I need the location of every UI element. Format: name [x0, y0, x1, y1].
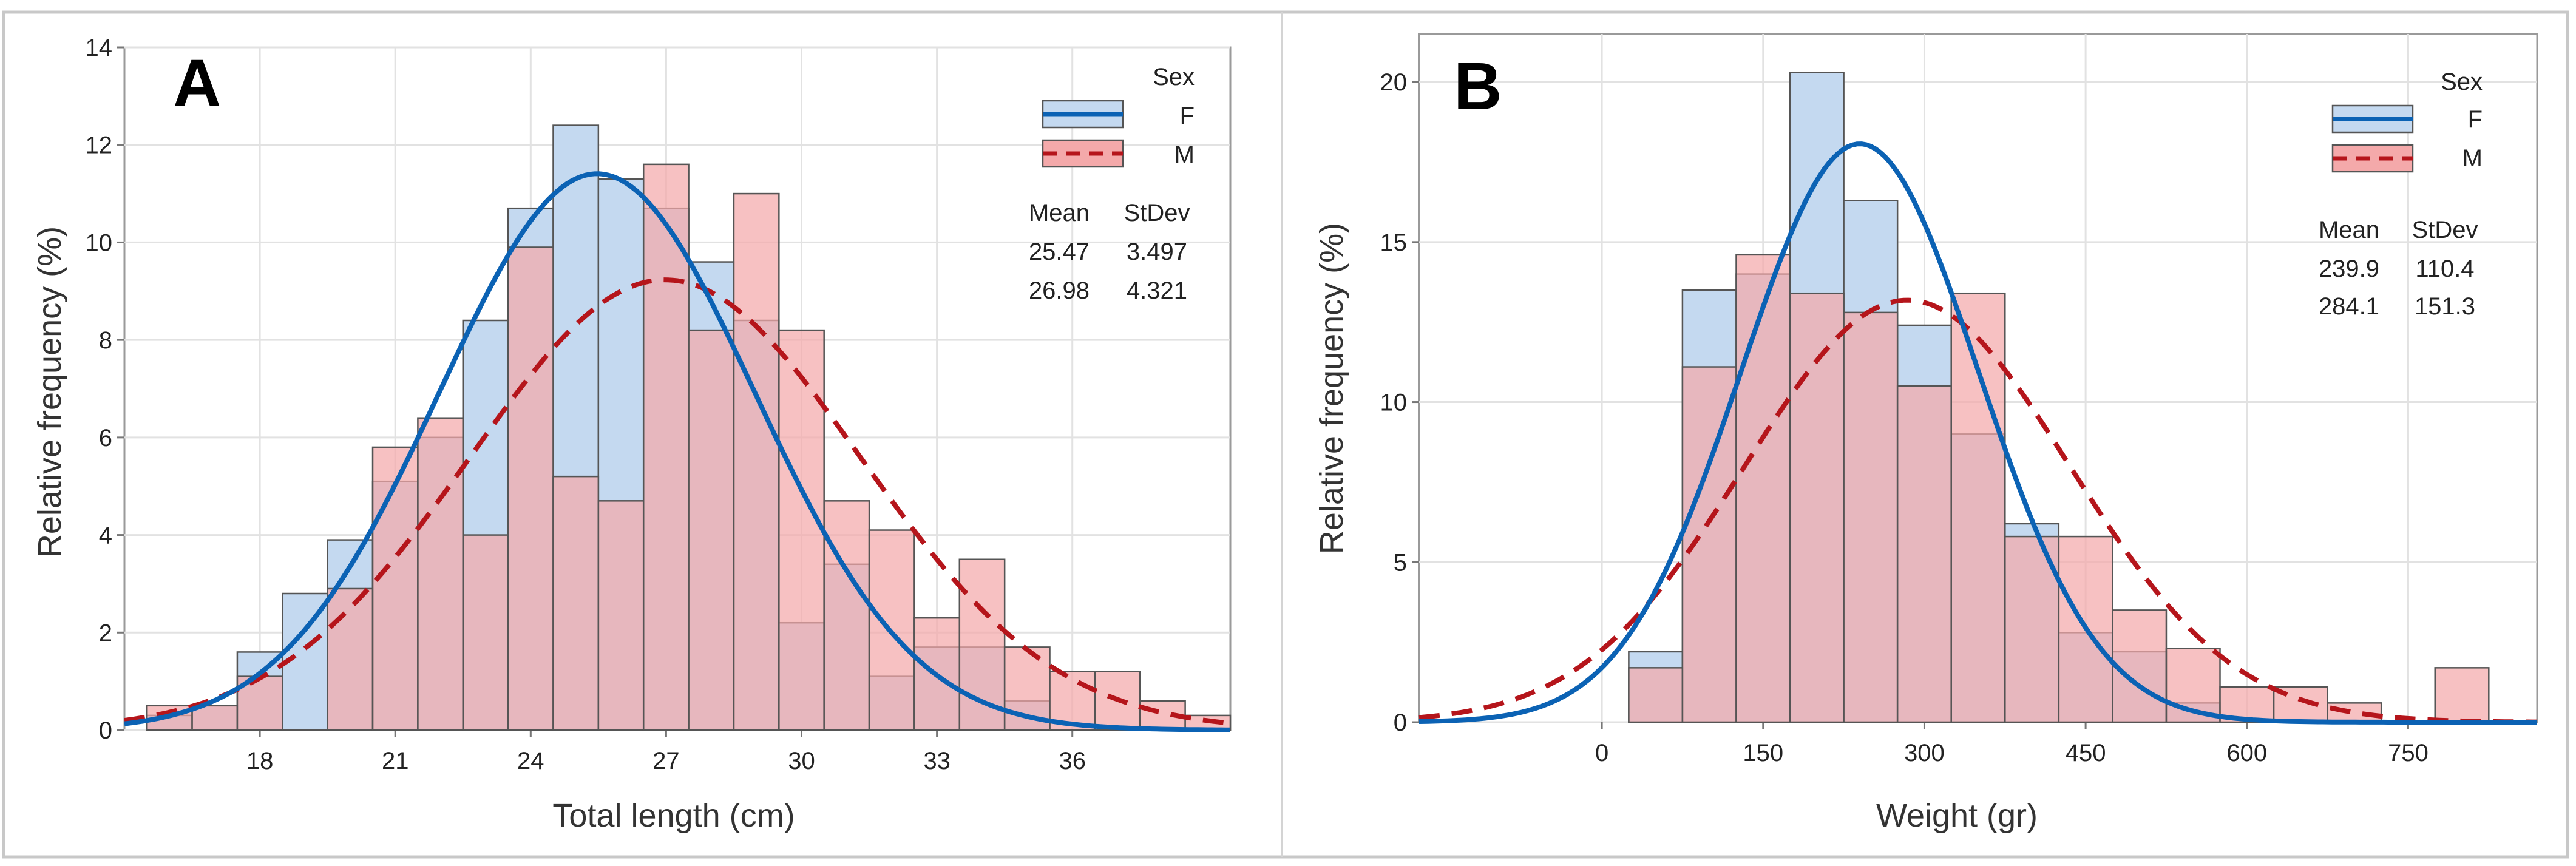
panel-b-bar-m	[2004, 535, 2060, 723]
figure-border	[2, 10, 2569, 859]
panel-a-legend-title: Sex	[1153, 64, 1195, 90]
panel-a-legend-label-m: M	[1174, 141, 1195, 168]
panel-a-curve-f	[124, 171, 1230, 732]
panel-a-bar-m	[327, 587, 374, 731]
panel-a-x-tick-label: 27	[652, 748, 680, 774]
panel-a-stat-stdev-f: 3.497	[1127, 238, 1187, 265]
panel-b-legend-label-f: F	[2468, 106, 2483, 133]
panel-b-x-tick-label: 750	[2388, 740, 2429, 766]
panel-a-x-tick-label: 24	[517, 748, 544, 774]
panel-a-x-tick-label: 36	[1059, 748, 1086, 774]
panel-a-bar-m	[507, 246, 554, 731]
panel-b-stat-stdev-f: 110.4	[2415, 255, 2474, 282]
panel-b-legend-label-m: M	[2462, 145, 2483, 172]
panel-a-bar-m	[597, 500, 645, 731]
panel-b-x-tick-label: 450	[2066, 740, 2106, 766]
panel-b-stat-header-mean: Mean	[2319, 217, 2379, 243]
panel-b-bar-m	[1628, 667, 1684, 723]
panel-b-legend-title: Sex	[2441, 69, 2483, 95]
panel-b-bar-m	[1789, 292, 1845, 723]
panel-a-y-tick-label: 10	[86, 229, 113, 256]
panel-b-x-tick-label: 300	[1904, 740, 1945, 766]
panel-b-stat-mean-m: 284.1	[2319, 293, 2379, 320]
panel-a-stat-stdev-m: 4.321	[1127, 277, 1187, 304]
panel-b-bar-m	[2327, 702, 2382, 723]
panel-b-bar-m	[1896, 385, 1952, 723]
panel-b-y-tick-label: 5	[1394, 549, 1407, 576]
panel-b-bar-m	[2434, 667, 2490, 723]
panel-b-curve-m	[1418, 297, 2537, 725]
panel-b-x-tick-label: 0	[1595, 740, 1608, 766]
panel-a-bar-m	[688, 329, 735, 731]
panel-a-bar-m	[417, 417, 464, 731]
panel-b: B Weight (gr) Relative frequency (%) Sex…	[1313, 33, 2538, 834]
panel-a-bar-m	[371, 446, 419, 731]
panel-a-bar-m	[823, 500, 870, 731]
panel-b-x-tick-label: 600	[2226, 740, 2267, 766]
panel-a-x-tick-label: 21	[382, 748, 409, 774]
panel-b-stat-stdev-m: 151.3	[2415, 293, 2475, 320]
panel-a-stat-header-stdev: StDev	[1124, 200, 1190, 226]
panel-b-y-tick-label: 10	[1380, 390, 1408, 416]
panel-a-curve-m	[124, 277, 1231, 726]
panel-a-bar-m	[733, 192, 780, 731]
panel-a-bar-m	[642, 163, 690, 731]
panel-b-y-tick-label: 0	[1394, 709, 1407, 736]
panel-b-y-tick-label: 15	[1380, 229, 1408, 256]
panel-a-y-tick-label: 12	[86, 132, 113, 159]
panel-a-stat-mean-f: 25.47	[1029, 238, 1090, 265]
panel-a-bar-m	[462, 534, 509, 731]
panel-b-y-axis-label: Relative frequency (%)	[1313, 223, 1350, 554]
panel-b-badge: B	[1454, 49, 1502, 124]
panel-a-y-tick-label: 8	[99, 327, 112, 354]
panel-a-legend-label-f: F	[1180, 103, 1195, 129]
panel-b-y-tick-label: 20	[1380, 69, 1408, 96]
panel-a-y-tick-label: 2	[99, 620, 112, 646]
panel-b-bar-m	[2112, 609, 2168, 723]
panel-a-bar-m	[958, 558, 1006, 731]
panel-a-bar-m	[552, 475, 600, 731]
panel-b-x-tick-label: 150	[1743, 740, 1783, 766]
panel-b-x-axis-label: Weight (gr)	[1876, 797, 2038, 834]
panel-a-badge: A	[173, 46, 221, 121]
panel-a-x-tick-label: 30	[788, 748, 815, 774]
panel-a-y-axis-label: Relative frequency (%)	[32, 226, 68, 558]
panel-a-stat-header-mean: Mean	[1029, 200, 1090, 226]
panel-a-y-tick-label: 0	[99, 717, 112, 744]
panel-b-curve-f	[1418, 141, 2537, 725]
panel-a-y-tick-label: 6	[99, 425, 112, 452]
panel-a-bar-m	[191, 705, 239, 731]
panel-b-bar-m	[1735, 254, 1791, 723]
panel-a-y-tick-label: 14	[86, 35, 113, 61]
panel-b-bar-m	[1950, 292, 2006, 723]
panel-a-stat-mean-m: 26.98	[1029, 277, 1090, 304]
panel-a-bar-m	[778, 329, 825, 731]
panel-a-y-tick-label: 4	[99, 523, 112, 549]
panel-a-x-tick-label: 33	[923, 748, 951, 774]
panel-b-bar-m	[1843, 311, 1899, 723]
panel-b-stat-mean-f: 239.9	[2319, 255, 2379, 282]
panel-a-x-tick-label: 18	[246, 748, 274, 774]
panel-b-stat-header-stdev: StDev	[2412, 217, 2478, 243]
panel-a-x-axis-label: Total length (cm)	[552, 797, 795, 834]
panel-a: A Total length (cm) Relative frequency (…	[32, 35, 1232, 834]
